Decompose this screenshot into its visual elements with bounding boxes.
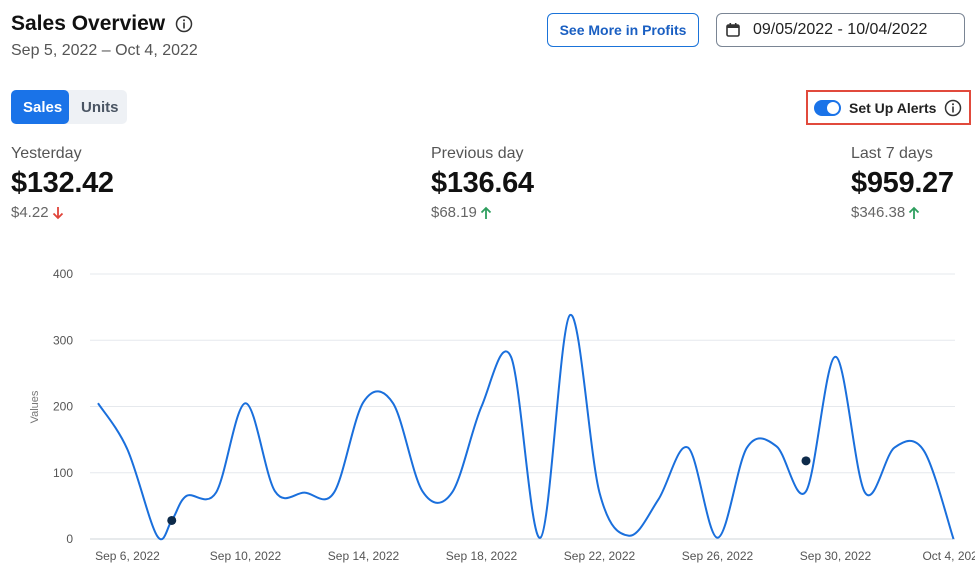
- x-tick-label: Sep 30, 2022: [800, 549, 872, 563]
- arrow-down-icon: [52, 206, 64, 220]
- x-tick-label: Oct 4, 2022: [922, 549, 975, 563]
- chart-gridlines: [90, 273, 955, 540]
- x-tick-label: Sep 10, 2022: [210, 549, 282, 563]
- alerts-highlight: Set Up Alerts: [806, 90, 971, 125]
- kpi-value: $959.27: [851, 167, 954, 199]
- y-axis-title: Values: [29, 390, 41, 423]
- kpi-previous-day: Previous day $136.64 $68.19: [431, 145, 534, 221]
- kpi-delta-value: $68.19: [431, 204, 477, 221]
- kpi-delta-value: $4.22: [11, 204, 49, 221]
- data-point-marker[interactable]: [801, 456, 811, 466]
- y-tick-label: 200: [53, 400, 73, 414]
- x-tick-label: Sep 26, 2022: [682, 549, 754, 563]
- data-point-marker[interactable]: [167, 515, 177, 525]
- sales-series-line: [97, 314, 955, 541]
- arrow-up-icon: [908, 206, 920, 220]
- date-subtitle: Sep 5, 2022 – Oct 4, 2022: [11, 42, 198, 59]
- y-tick-label: 0: [66, 532, 73, 546]
- y-tick-label: 400: [53, 267, 73, 281]
- title-row: Sales Overview: [11, 12, 193, 36]
- y-axis-ticks: 0 100 200 300 400: [53, 267, 73, 546]
- chart-markers: [167, 456, 811, 525]
- alerts-info-icon[interactable]: [944, 99, 962, 117]
- x-tick-label: Sep 6, 2022: [95, 549, 160, 563]
- metric-toggle-group: Sales Units: [11, 90, 127, 124]
- info-icon[interactable]: [175, 15, 193, 33]
- kpi-delta: $68.19: [431, 204, 534, 221]
- kpi-label: Last 7 days: [851, 145, 933, 162]
- x-tick-label: Sep 18, 2022: [446, 549, 518, 563]
- kpi-last-7-days: Last 7 days $959.27 $346.38: [851, 145, 954, 221]
- y-tick-label: 100: [53, 466, 73, 480]
- alerts-label: Set Up Alerts: [849, 99, 937, 116]
- date-range-picker[interactable]: 09/05/2022 - 10/04/2022: [716, 13, 965, 47]
- kpi-delta-value: $346.38: [851, 204, 906, 221]
- kpi-yesterday: Yesterday $132.42 $4.22: [11, 145, 114, 221]
- kpi-label: Yesterday: [11, 145, 82, 162]
- kpi-delta: $4.22: [11, 204, 114, 221]
- date-range-value: 09/05/2022 - 10/04/2022: [753, 21, 928, 38]
- y-tick-label: 300: [53, 333, 73, 347]
- x-tick-label: Sep 22, 2022: [564, 549, 636, 563]
- alerts-toggle-switch[interactable]: [814, 99, 841, 116]
- toggle-knob: [827, 101, 839, 114]
- page-title: Sales Overview: [11, 12, 166, 35]
- x-tick-label: Sep 14, 2022: [328, 549, 400, 563]
- arrow-up-icon: [480, 206, 492, 220]
- kpi-value: $136.64: [431, 167, 534, 199]
- see-more-profits-button[interactable]: See More in Profits: [547, 13, 699, 47]
- calendar-icon: [725, 22, 741, 38]
- kpi-label: Previous day: [431, 145, 524, 162]
- x-axis-ticks: Sep 6, 2022 Sep 10, 2022 Sep 14, 2022 Sep 1…: [95, 549, 975, 563]
- sales-tab[interactable]: Sales: [11, 90, 69, 124]
- kpi-delta: $346.38: [851, 204, 954, 221]
- kpi-value: $132.42: [11, 167, 114, 199]
- units-tab[interactable]: Units: [69, 90, 127, 124]
